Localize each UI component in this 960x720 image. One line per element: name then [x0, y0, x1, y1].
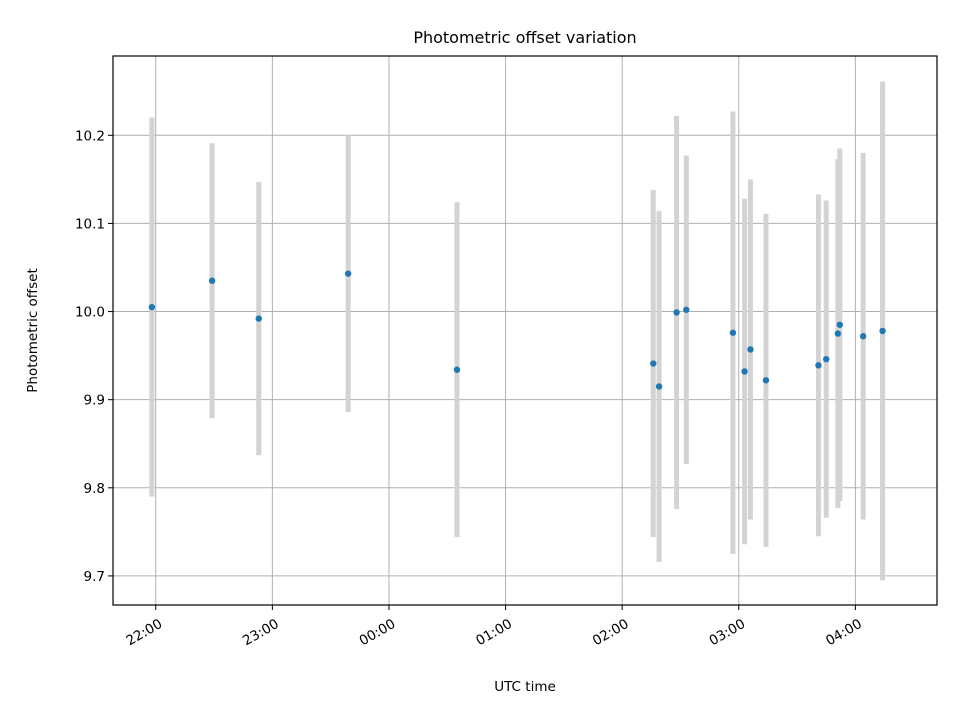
error-bars [149, 81, 886, 581]
data-point [673, 309, 680, 316]
x-axis-label: UTC time [494, 679, 556, 695]
grid [113, 56, 937, 605]
data-point [453, 366, 461, 373]
data-point [650, 360, 657, 367]
y-tick-label: 9.7 [84, 569, 105, 585]
y-tick-label: 10.1 [75, 216, 105, 232]
data-point [741, 368, 748, 375]
data-point [747, 346, 754, 353]
y-axis-ticks: 9.7 9.8 9.9 10.0 10.1 10.2 [75, 128, 113, 585]
y-tick-label: 9.8 [84, 481, 105, 497]
x-tick-label: 02:00 [590, 616, 632, 649]
x-axis-ticks: 22:00 23:00 00:00 01:00 02:00 03:00 04:00 [123, 605, 865, 649]
chart-title: Photometric offset variation [413, 28, 636, 47]
data-point [208, 277, 216, 284]
data-point [879, 327, 886, 335]
x-tick-label: 23:00 [240, 616, 282, 649]
data-points [148, 270, 886, 390]
data-point [655, 383, 663, 390]
x-tick-label: 04:00 [823, 616, 865, 649]
x-tick-label: 22:00 [123, 616, 165, 649]
data-point [823, 355, 830, 363]
data-point [836, 321, 844, 328]
y-tick-label: 9.9 [84, 393, 105, 409]
y-axis-label: Photometric offset [25, 268, 41, 392]
data-point [148, 303, 156, 311]
data-point [815, 362, 822, 369]
data-point [859, 333, 867, 340]
y-tick-label: 10.0 [75, 305, 105, 321]
data-point [683, 306, 690, 313]
y-tick-label: 10.2 [75, 128, 105, 144]
data-point [729, 329, 737, 336]
data-point [344, 270, 352, 277]
plot-frame [112, 55, 938, 606]
x-tick-label: 03:00 [706, 616, 748, 649]
x-tick-label: 01:00 [473, 616, 515, 649]
data-point [762, 377, 770, 384]
data-point [834, 330, 842, 337]
x-tick-label: 00:00 [357, 616, 399, 649]
data-point [255, 315, 262, 322]
